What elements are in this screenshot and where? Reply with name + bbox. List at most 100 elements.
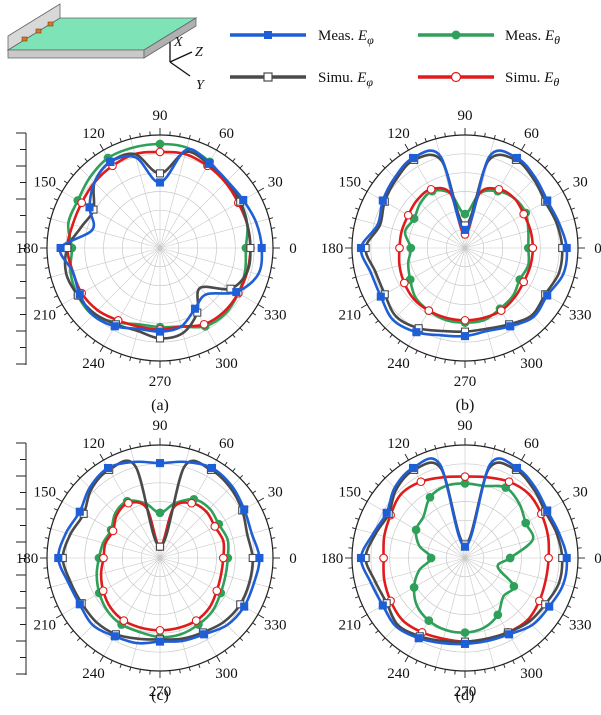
angular-tick xyxy=(63,180,68,184)
angular-tick-label: 120 xyxy=(82,126,105,142)
data-point xyxy=(543,506,552,515)
angular-tick xyxy=(571,207,576,210)
angular-tick xyxy=(49,286,54,289)
data-point xyxy=(240,505,249,514)
angular-tick xyxy=(397,650,401,655)
grid-spoke xyxy=(50,247,161,278)
angular-tick-label: 0 xyxy=(289,551,297,567)
angular-tick xyxy=(434,356,437,362)
grid-spoke xyxy=(355,247,466,278)
angular-tick xyxy=(444,132,446,137)
angular-tick xyxy=(415,451,418,456)
angular-tick xyxy=(246,482,250,486)
data-point xyxy=(246,243,255,253)
angular-tick xyxy=(557,180,562,184)
angular-tick xyxy=(246,630,250,634)
data-point xyxy=(504,477,514,487)
angular-tick-label: 180 xyxy=(321,241,344,257)
angular-tick-label: 30 xyxy=(268,485,283,501)
angular-tick xyxy=(389,334,393,338)
legend-label-simu-ephi: Simu. Eφ xyxy=(318,70,373,89)
legend-entry-simu-etheta: Simu. Eθ xyxy=(418,70,559,89)
angular-tick xyxy=(397,151,401,156)
angular-tick xyxy=(567,605,572,608)
data-point xyxy=(119,616,129,625)
data-point xyxy=(460,225,470,234)
angular-tick xyxy=(434,666,437,672)
grid-spoke xyxy=(159,557,270,588)
panel-caption: (d) xyxy=(456,687,475,704)
angular-tick-label: 120 xyxy=(387,126,410,142)
angular-tick xyxy=(512,451,515,456)
data-point xyxy=(426,553,436,563)
board-side xyxy=(143,17,197,59)
left-radial-scale-fragments xyxy=(16,132,27,675)
angular-tick-label: 0 xyxy=(594,241,601,257)
angular-tick xyxy=(224,650,228,655)
angular-tick xyxy=(529,461,533,466)
angular-tick-label: 240 xyxy=(387,666,410,682)
grid-spoke xyxy=(103,459,161,559)
angular-tick xyxy=(257,614,265,619)
angular-tick-label: 120 xyxy=(82,436,105,452)
angular-tick xyxy=(257,187,265,192)
angular-tick xyxy=(188,666,191,672)
angular-tick xyxy=(246,320,250,324)
angular-tick xyxy=(576,577,581,579)
angular-tick xyxy=(119,137,122,142)
angular-tick xyxy=(551,482,555,486)
angular-tick xyxy=(503,354,506,359)
data-point xyxy=(505,630,514,639)
data-point xyxy=(191,616,201,625)
angular-tick xyxy=(92,340,96,345)
angular-tick xyxy=(119,447,122,452)
angular-tick xyxy=(349,227,354,229)
angular-tick xyxy=(351,276,357,279)
grid-spoke xyxy=(159,557,190,668)
angular-tick xyxy=(252,622,257,626)
data-point xyxy=(424,616,434,625)
data-point xyxy=(232,288,241,297)
series-meas-eθ xyxy=(409,479,535,637)
legend-label-meas-ephi: Meas. Eφ xyxy=(318,28,374,47)
angular-tick-label: 270 xyxy=(149,374,172,390)
data-point xyxy=(395,243,404,253)
legend-entry-meas-ephi: Meas. Eφ xyxy=(230,28,374,47)
angular-tick xyxy=(360,497,368,502)
angular-tick xyxy=(557,490,562,494)
data-point xyxy=(257,243,266,253)
grid-spoke xyxy=(159,477,241,559)
angular-tick-label: 300 xyxy=(215,666,238,682)
angular-tick xyxy=(375,320,379,324)
angular-tick xyxy=(544,164,549,169)
angular-tick xyxy=(404,453,409,461)
data-point xyxy=(408,153,418,163)
angular-tick-label: 150 xyxy=(339,175,362,191)
angular-tick xyxy=(368,312,373,316)
angular-tick xyxy=(567,508,572,511)
data-point xyxy=(379,553,388,563)
antenna-element xyxy=(47,21,54,27)
angular-tick-label: 90 xyxy=(458,108,473,124)
data-point xyxy=(124,498,133,508)
angular-tick xyxy=(257,304,265,309)
angular-tick xyxy=(271,227,276,229)
angular-tick xyxy=(567,198,572,201)
angular-tick xyxy=(49,596,54,599)
data-point xyxy=(378,196,387,205)
angular-tick xyxy=(84,158,88,162)
angular-tick xyxy=(444,442,446,447)
data-point xyxy=(240,602,249,611)
angular-tick xyxy=(571,286,576,289)
data-point xyxy=(414,634,423,643)
data-point xyxy=(106,157,115,166)
data-point xyxy=(54,553,63,563)
angular-tick xyxy=(349,577,354,579)
angular-tick xyxy=(576,537,581,539)
angular-tick xyxy=(110,660,113,665)
angular-tick xyxy=(44,537,49,539)
angular-tick xyxy=(110,141,113,146)
angular-tick-label: 90 xyxy=(458,418,473,434)
grid-spoke xyxy=(408,149,466,249)
